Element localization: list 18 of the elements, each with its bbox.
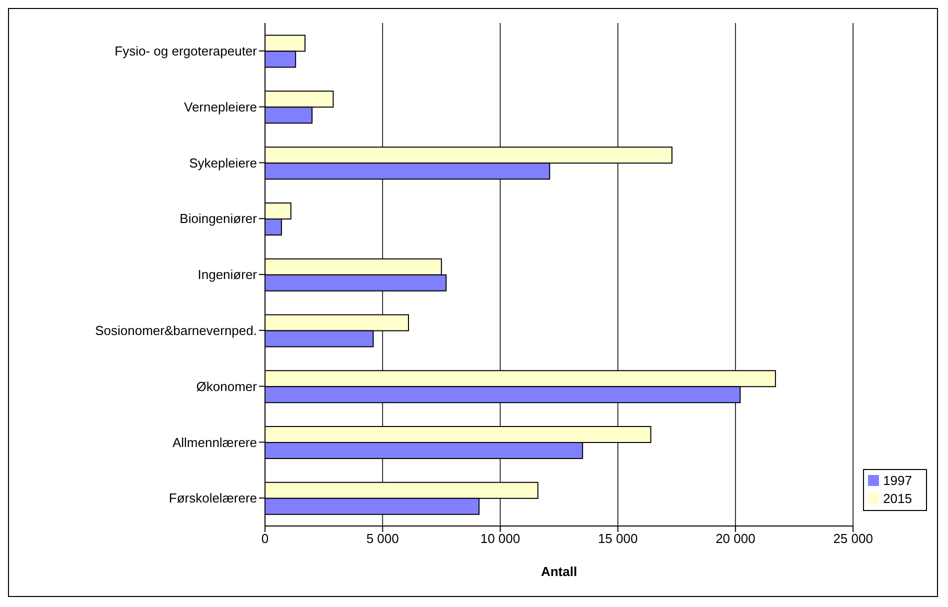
y-tick-label: Vernepleiere (184, 99, 257, 114)
y-tick-label: Allmennlærere (172, 434, 257, 450)
y-tick-label: Økonomer (196, 378, 258, 394)
x-tick-label: 5 000 (366, 531, 399, 546)
y-tick-label: Ingeniører (198, 267, 258, 282)
x-axis-title: Antall (540, 564, 578, 579)
y-tick-label: Sosionomer&barnevernped. (95, 323, 257, 338)
x-tick-label: 25 000 (833, 531, 873, 546)
x-tick-label: 0 (261, 531, 269, 546)
y-tick-label: Bioingeniører (180, 211, 258, 226)
x-tick-label: 20 000 (716, 531, 756, 546)
y-tick-label: Sykepleiere (189, 155, 257, 170)
legend-label: 2015 (883, 491, 912, 506)
x-tick-label: 10 000 (480, 531, 520, 546)
y-tick-label: Fysio- og ergoterapeuter (114, 44, 258, 59)
x-tick-label: 15 000 (598, 531, 638, 546)
legend-label: 1997 (883, 473, 912, 488)
y-tick-label: Førskolelærere (168, 490, 257, 506)
